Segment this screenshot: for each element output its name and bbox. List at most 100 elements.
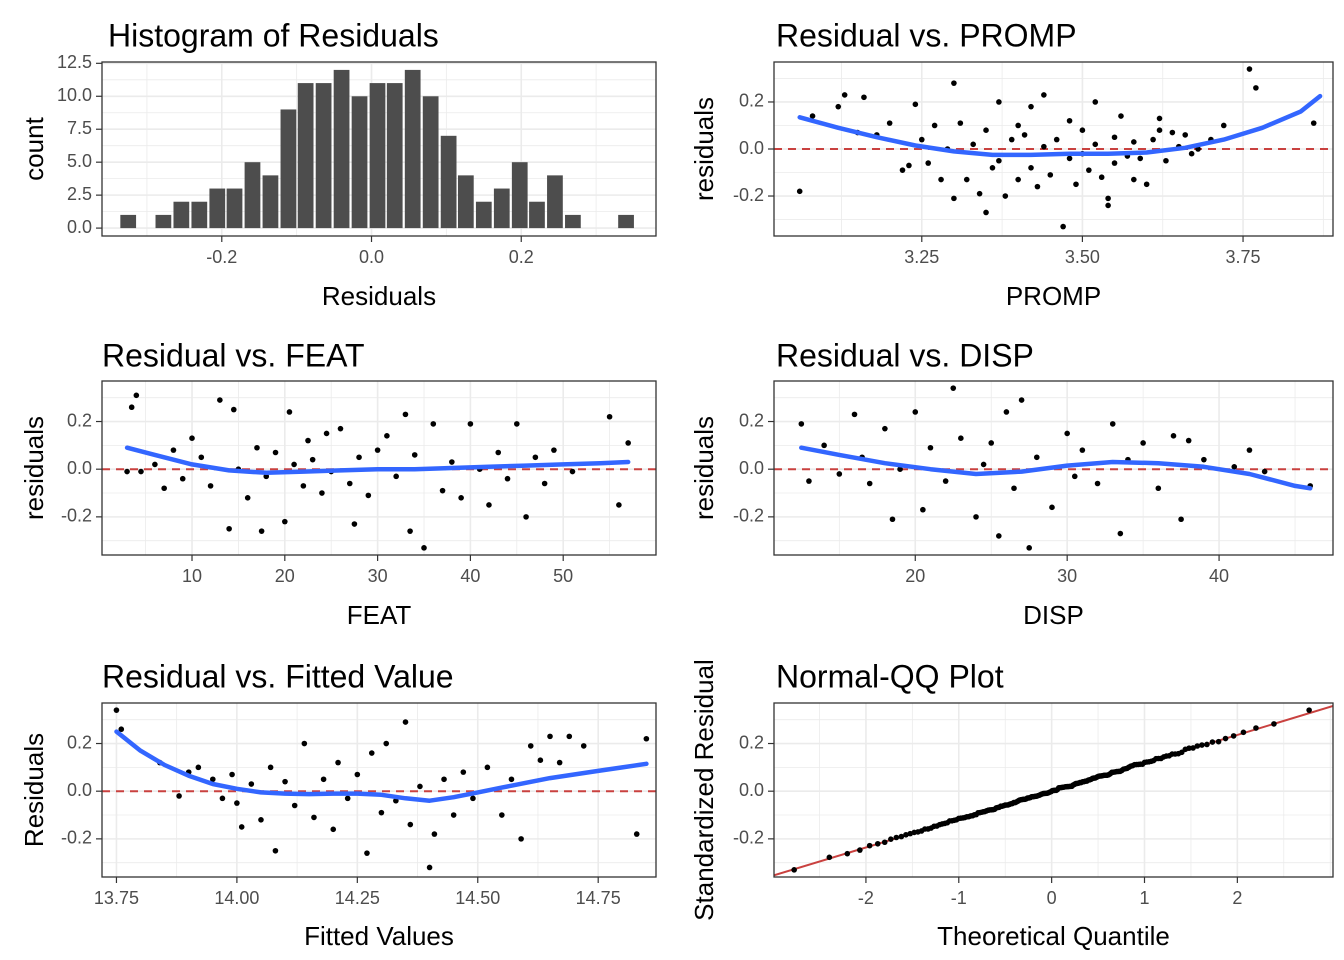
data-point <box>983 209 989 216</box>
data-point <box>499 812 505 818</box>
data-point <box>532 454 539 461</box>
data-point <box>1178 516 1184 523</box>
x-tick-label: 14.50 <box>455 888 500 908</box>
data-point <box>320 776 327 783</box>
histogram-bar <box>262 175 279 229</box>
data-point <box>920 506 926 513</box>
data-point <box>248 781 255 787</box>
data-point <box>1018 397 1025 403</box>
data-point <box>309 456 316 463</box>
data-point <box>1049 504 1055 511</box>
disp-x-axis-label: DISP <box>1023 600 1084 630</box>
data-point <box>138 468 144 475</box>
data-point <box>234 800 240 806</box>
data-point <box>841 92 848 98</box>
data-point <box>1140 440 1146 446</box>
data-point <box>1028 165 1034 171</box>
data-point <box>133 392 140 399</box>
histogram-bar <box>529 201 545 229</box>
data-point <box>1215 738 1222 745</box>
data-point <box>938 176 944 183</box>
y-tick-label: 0.2 <box>67 410 92 430</box>
data-point <box>861 94 867 101</box>
data-point <box>903 831 909 838</box>
data-point <box>238 824 245 830</box>
y-tick-label: -0.2 <box>733 506 764 526</box>
histogram-bar <box>369 83 386 229</box>
promp-y-axis-label: residuals <box>689 97 719 201</box>
data-point <box>286 409 293 415</box>
data-point <box>272 449 279 456</box>
data-point <box>893 834 900 841</box>
x-tick-label: -0.2 <box>206 247 237 267</box>
data-point <box>1071 473 1078 480</box>
qq-title: Normal-QQ Plot <box>776 658 1004 694</box>
data-point <box>1066 117 1073 124</box>
data-point <box>364 850 370 856</box>
data-point <box>1131 176 1137 183</box>
data-point <box>821 442 827 449</box>
data-point <box>1109 421 1116 427</box>
hist-title: Histogram of Residuals <box>108 17 439 53</box>
histogram-bar <box>386 83 403 229</box>
data-point <box>1230 733 1237 739</box>
data-point <box>1306 707 1312 713</box>
fitted-panel: Residual vs. Fitted Value 13.75 14.00 14.25… <box>19 658 657 951</box>
data-point <box>556 759 563 766</box>
fitted-y-axis-label: Residuals <box>19 733 49 847</box>
data-point <box>1105 195 1111 202</box>
data-point <box>1310 120 1317 126</box>
y-tick-label: -0.2 <box>61 828 92 848</box>
promp-x-axis-label: PROMP <box>1006 281 1101 311</box>
feat-title: Residual vs. FEAT <box>102 337 365 373</box>
disp-y-axis-label: residuals <box>689 416 719 520</box>
data-point <box>1253 85 1259 91</box>
data-point <box>1041 143 1047 150</box>
data-point <box>1271 721 1277 727</box>
data-point <box>291 461 297 468</box>
histogram-bar <box>155 214 172 229</box>
data-point <box>330 826 337 833</box>
data-point <box>470 795 476 802</box>
data-point <box>484 764 491 771</box>
x-tick-label: 14.75 <box>576 888 621 908</box>
data-point <box>384 433 390 439</box>
x-tick-label: 20 <box>905 566 925 586</box>
feat-x-axis-label: FEAT <box>347 600 412 630</box>
data-point <box>282 518 288 525</box>
fitted-title: Residual vs. Fitted Value <box>102 658 454 694</box>
data-point <box>305 437 311 444</box>
histogram-bar <box>457 175 474 229</box>
data-point <box>1194 743 1201 749</box>
data-point <box>346 480 353 487</box>
data-point <box>300 483 307 489</box>
data-point <box>996 99 1002 105</box>
data-point <box>1163 157 1169 164</box>
promp-marks <box>774 66 1333 230</box>
data-point <box>514 421 520 427</box>
qq-panel: Normal-QQ Plot -2 -1 0 1 2 -0.2 0.0 0.2 Theoretic… <box>689 658 1334 951</box>
disp-marks <box>774 385 1333 551</box>
data-point <box>606 413 613 420</box>
y-tick-label: 0.0 <box>739 458 764 478</box>
fitted-x-axis-label: Fitted Values <box>304 921 454 951</box>
x-tick-label: 3.50 <box>1065 247 1100 267</box>
y-tick-label: -0.2 <box>61 506 92 526</box>
data-point <box>927 444 934 451</box>
data-point <box>426 864 433 871</box>
disp-panel-border <box>773 380 1334 556</box>
data-point <box>1041 92 1047 98</box>
data-point <box>1199 742 1205 748</box>
data-point <box>996 157 1002 164</box>
data-point <box>527 743 534 749</box>
data-point <box>616 502 622 508</box>
data-point <box>486 502 492 508</box>
data-point <box>857 847 863 853</box>
data-point <box>1170 433 1177 439</box>
qq-panel-border <box>773 702 1334 878</box>
x-tick-label: 30 <box>368 566 388 586</box>
loess-smooth-line <box>124 445 631 476</box>
x-tick-label: 14.25 <box>335 888 380 908</box>
data-point <box>989 165 996 171</box>
promp-title: Residual vs. PROMP <box>776 17 1077 53</box>
